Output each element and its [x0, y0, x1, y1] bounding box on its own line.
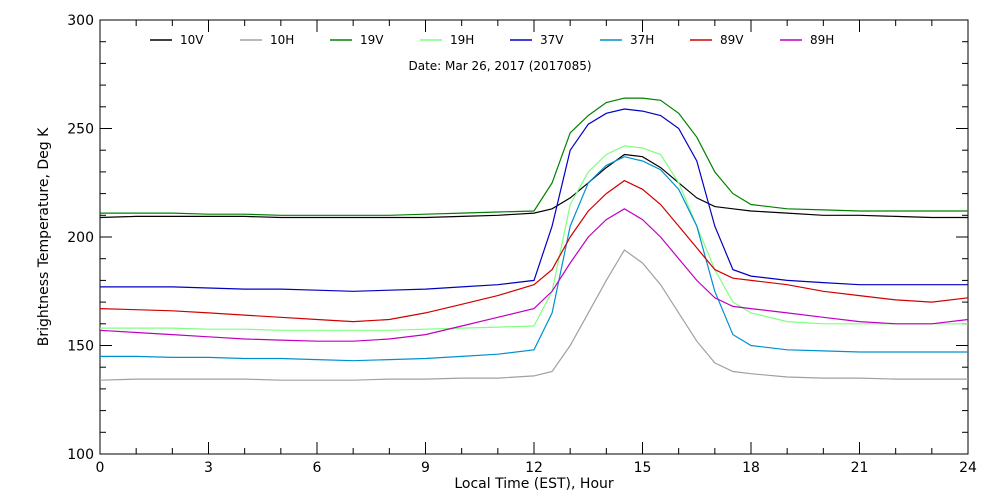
x-tick-label: 15	[634, 460, 652, 476]
legend-label-89v: 89V	[720, 33, 744, 47]
y-tick-label: 150	[67, 339, 94, 355]
axis-ticks: 0 3 6 9 12 15 18 21 24 100 150 200 250 300	[67, 13, 977, 476]
x-tick-label: 6	[313, 460, 322, 476]
x-tick-label: 18	[742, 460, 760, 476]
x-tick-label: 24	[959, 460, 977, 476]
legend-label-10h: 10H	[270, 33, 294, 47]
x-tick-label: 12	[525, 460, 543, 476]
x-tick-label: 21	[851, 460, 869, 476]
legend-label-37h: 37H	[630, 33, 654, 47]
y-tick-label: 100	[67, 447, 94, 463]
series-line-37v	[100, 108, 968, 292]
series-line-10v	[99, 153, 968, 219]
legend-label-19h: 19H	[450, 33, 474, 47]
y-tick-label: 300	[67, 13, 94, 29]
x-axis-title: Local Time (EST), Hour	[454, 476, 614, 492]
date-annotation: Date: Mar 26, 2017 (2017085)	[408, 59, 591, 73]
legend-label-10v: 10V	[180, 33, 204, 47]
legend: 10V 10H 19V 19H 37V 37H 89V 89H	[150, 33, 834, 47]
series-line-19v	[100, 97, 968, 216]
series-line-19h	[100, 145, 968, 331]
x-tick-label: 3	[204, 460, 213, 476]
series-line-89h	[99, 208, 969, 342]
y-tick-label: 250	[67, 122, 94, 138]
series-line-89v	[99, 179, 969, 323]
y-tick-label: 200	[67, 230, 94, 246]
y-axis-title: Brightness Temperature, Deg K	[36, 127, 52, 346]
legend-label-19v: 19V	[360, 33, 384, 47]
x-tick-label: 0	[96, 460, 105, 476]
series-line-37h	[100, 156, 968, 362]
x-tick-label: 9	[421, 460, 430, 476]
series-layer	[99, 97, 969, 381]
series-line-10h	[99, 249, 968, 381]
legend-label-89h: 89H	[810, 33, 834, 47]
plot-frame	[99, 19, 969, 455]
legend-label-37v: 37V	[540, 33, 564, 47]
